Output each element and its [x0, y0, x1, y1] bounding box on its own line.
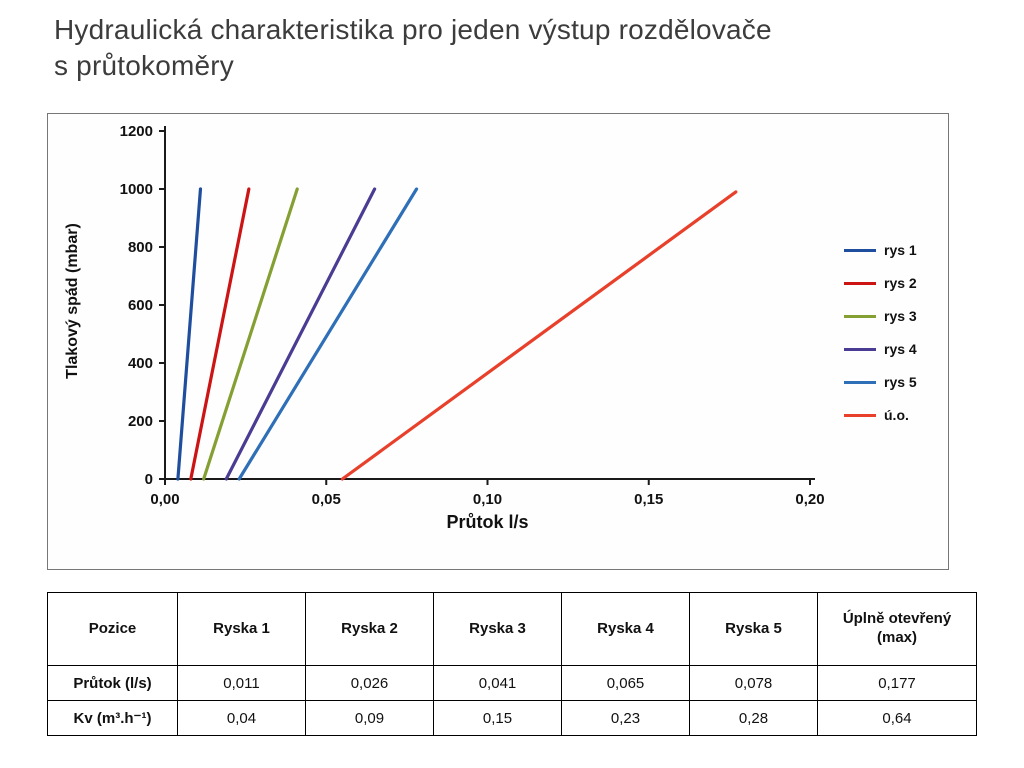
- table-header-cell: Ryska 2: [305, 592, 434, 666]
- svg-text:0: 0: [145, 471, 153, 488]
- y-axis-label: Tlakový spád (mbar): [64, 223, 81, 379]
- svg-text:0,05: 0,05: [312, 491, 341, 508]
- table-cell: 0,28: [689, 700, 818, 736]
- page-title-line2: s průtokoměry: [54, 49, 234, 81]
- page-title: Hydraulická charakteristika pro jeden vý…: [54, 12, 772, 84]
- table-cell: 0,64: [817, 700, 977, 736]
- legend-label: ú.o.: [884, 407, 909, 423]
- legend-item: rys 3: [844, 308, 940, 324]
- legend-item: rys 1: [844, 242, 940, 258]
- legend-item: ú.o.: [844, 407, 940, 423]
- table-row-flow: Průtok (l/s) 0,011 0,026 0,041 0,065 0,0…: [47, 665, 977, 701]
- table-cell: 0,026: [305, 665, 434, 701]
- valve-position-table: Pozice Ryska 1 Ryska 2 Ryska 3 Ryska 4 R…: [47, 592, 977, 736]
- table-cell: 0,09: [305, 700, 434, 736]
- svg-text:0,20: 0,20: [795, 491, 824, 508]
- table-header-cell: Ryska 1: [177, 592, 306, 666]
- plot-area: 0 200 400 600 800 1000 1200 0,00 0,05 0,10 0,15 0,2…: [120, 123, 825, 508]
- row-label: Kv (m³.h⁻¹): [47, 700, 178, 736]
- table-cell: 0,078: [689, 665, 818, 701]
- table-cell: 0,011: [177, 665, 306, 701]
- x-axis-label: Průtok l/s: [446, 512, 529, 532]
- legend-line-swatch: [844, 413, 876, 417]
- legend-label: rys 1: [884, 242, 917, 258]
- legend-label: rys 5: [884, 374, 917, 390]
- svg-text:0,10: 0,10: [473, 491, 502, 508]
- table-header-cell: Úplně otevřený (max): [817, 592, 977, 666]
- table-header-cell: Ryska 4: [561, 592, 690, 666]
- table-cell: 0,04: [177, 700, 306, 736]
- legend-line-swatch: [844, 380, 876, 384]
- svg-text:400: 400: [128, 355, 153, 372]
- table-header-cell: Ryska 3: [433, 592, 562, 666]
- svg-text:800: 800: [128, 239, 153, 256]
- table-cell: 0,23: [561, 700, 690, 736]
- legend-line-swatch: [844, 314, 876, 318]
- legend-line-swatch: [844, 281, 876, 285]
- svg-text:1200: 1200: [120, 123, 153, 140]
- table-cell: 0,041: [433, 665, 562, 701]
- row-label: Průtok (l/s): [47, 665, 178, 701]
- svg-text:0,00: 0,00: [150, 491, 179, 508]
- svg-text:0,15: 0,15: [634, 491, 663, 508]
- legend-item: rys 2: [844, 275, 940, 291]
- legend-label: rys 3: [884, 308, 917, 324]
- hydraulic-characteristic-chart: 0 200 400 600 800 1000 1200 0,00 0,05 0,10 0,15 0,2…: [47, 113, 949, 570]
- table-cell: 0,065: [561, 665, 690, 701]
- table-header-cell: Ryska 5: [689, 592, 818, 666]
- table-cell: 0,177: [817, 665, 977, 701]
- legend-label: rys 2: [884, 275, 917, 291]
- table-row-kv: Kv (m³.h⁻¹) 0,04 0,09 0,15 0,23 0,28 0,6…: [47, 700, 977, 736]
- legend-label: rys 4: [884, 341, 917, 357]
- legend-item: rys 5: [844, 374, 940, 390]
- legend-line-swatch: [844, 347, 876, 351]
- legend-item: rys 4: [844, 341, 940, 357]
- table-cell: 0,15: [433, 700, 562, 736]
- svg-text:200: 200: [128, 413, 153, 430]
- table-header-row: Pozice Ryska 1 Ryska 2 Ryska 3 Ryska 4 R…: [47, 592, 977, 666]
- legend-line-swatch: [844, 248, 876, 252]
- table-header-cell: Pozice: [47, 592, 178, 666]
- svg-text:1000: 1000: [120, 181, 153, 198]
- page-title-line1: Hydraulická charakteristika pro jeden vý…: [54, 14, 772, 45]
- chart-legend: rys 1 rys 2 rys 3 rys 4 rys 5 ú.o.: [844, 242, 940, 423]
- svg-text:600: 600: [128, 297, 153, 314]
